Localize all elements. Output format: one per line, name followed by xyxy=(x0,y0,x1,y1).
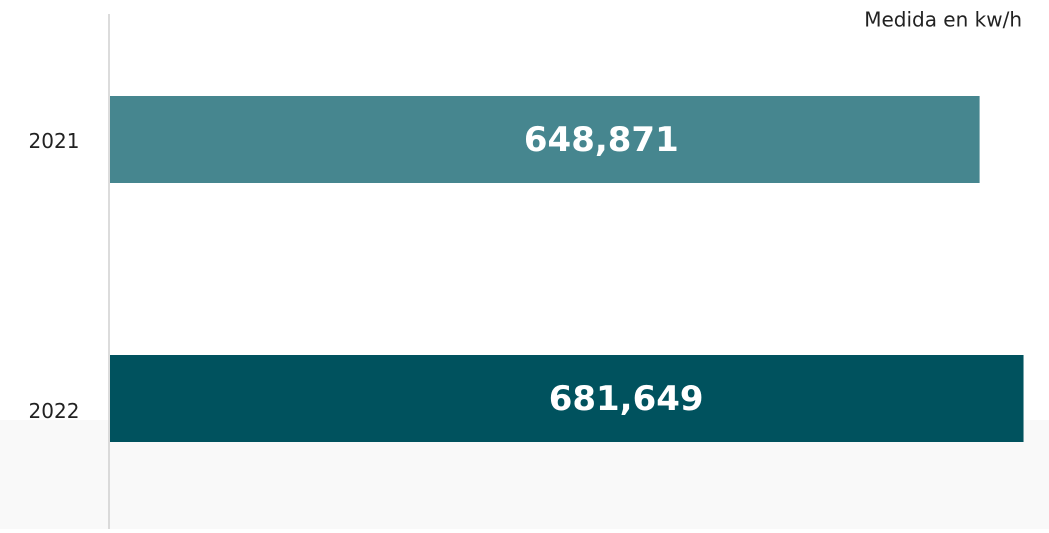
value-label: 648,871 xyxy=(524,120,679,160)
bar xyxy=(110,355,1024,442)
subtitle: Medida en kw/h xyxy=(864,8,1022,32)
value-label: 681,649 xyxy=(549,379,704,419)
category-label: 2022 xyxy=(29,399,80,423)
bar xyxy=(110,96,980,183)
category-label: 2021 xyxy=(29,129,80,153)
